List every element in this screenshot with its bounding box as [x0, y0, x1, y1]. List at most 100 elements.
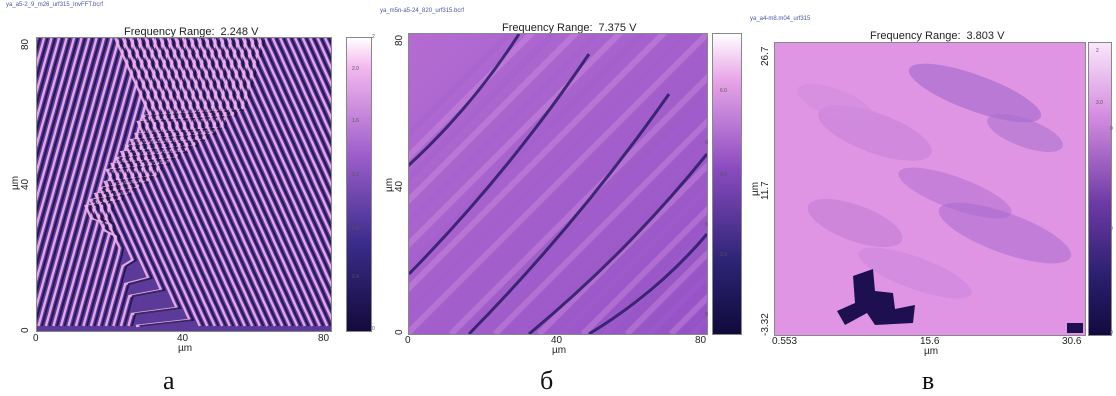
stripe	[271, 38, 331, 171]
stripe	[37, 38, 106, 282]
texture-band	[409, 34, 707, 334]
frequency-range-label: Frequency Range:	[870, 30, 961, 42]
surface-feature	[938, 202, 1072, 264]
groove	[528, 153, 707, 334]
x-tick: 80	[695, 335, 707, 346]
frequency-range-value: 7.375 V	[598, 22, 637, 34]
afm-image-a	[36, 37, 332, 332]
texture-band	[514, 139, 707, 334]
stripe	[174, 38, 306, 327]
surface-feature	[987, 114, 1063, 152]
frequency-range-value: 3.803 V	[966, 30, 1005, 42]
texture-band	[409, 34, 536, 161]
stripe	[37, 38, 91, 229]
stripe	[162, 38, 295, 327]
cbar-tick: 2.0	[352, 66, 359, 72]
stripe	[37, 38, 56, 107]
stripe	[37, 38, 64, 133]
afm-image-b	[408, 33, 708, 335]
stripe	[189, 38, 321, 327]
stripe	[282, 38, 331, 146]
texture-band	[602, 227, 707, 334]
texture-band	[409, 34, 558, 183]
texture-band	[580, 205, 707, 334]
stripe	[118, 38, 221, 327]
groove	[588, 233, 707, 334]
cbar-tick: 3.0	[1096, 100, 1103, 106]
surface-defect	[1067, 323, 1083, 333]
x-unit: µm	[178, 343, 193, 354]
stripe	[200, 38, 331, 327]
cbar-tick: 0.8	[352, 226, 359, 232]
color-scale-bar	[346, 37, 372, 332]
stripe	[245, 38, 331, 229]
cbar-tick: 2.0	[720, 252, 727, 258]
stripe	[128, 38, 236, 327]
stripe	[222, 38, 331, 279]
texture-band	[409, 34, 668, 293]
stripe	[123, 38, 229, 327]
stripe	[48, 38, 131, 327]
cbar-tick: 0	[705, 222, 708, 228]
cbar-tick: 0.4	[352, 274, 359, 280]
texture-band	[492, 117, 707, 334]
y-tick: 0	[394, 329, 405, 335]
stripe	[114, 38, 214, 327]
stripe	[234, 38, 331, 254]
stripe	[237, 38, 331, 246]
texture-band	[448, 73, 707, 334]
afm-image-c	[774, 42, 1086, 336]
stripe	[125, 38, 257, 327]
groove	[409, 53, 591, 276]
panel-caption: а	[163, 366, 175, 395]
x-tick: 40	[177, 333, 189, 344]
stripe	[155, 38, 287, 327]
stripe	[37, 38, 61, 122]
stripe	[41, 38, 124, 327]
stripe	[132, 38, 265, 327]
stripe	[136, 38, 269, 327]
cbar-tick: 2	[1096, 48, 1099, 54]
y-tick: 40	[394, 180, 405, 192]
stripe	[145, 38, 266, 327]
cbar-tick: 4.0	[720, 172, 727, 178]
stripe	[117, 38, 250, 327]
stripe	[305, 38, 331, 96]
surface-feature	[858, 247, 972, 299]
stripe	[144, 38, 276, 327]
panel-b: ya_m5n-a5-24_820_urf315.bcrf Frequency R…	[372, 0, 744, 396]
x-unit: µm	[924, 346, 939, 357]
stripe	[37, 38, 109, 294]
stripe	[44, 38, 128, 327]
frequency-range-label: Frequency Range:	[502, 22, 593, 34]
stripe	[297, 38, 331, 112]
stripe	[107, 38, 199, 327]
x-tick: 40	[551, 335, 563, 346]
x-tick: 0	[33, 333, 39, 344]
stripe	[138, 38, 251, 327]
stripe	[121, 38, 254, 327]
stripe	[37, 38, 86, 214]
stripe	[290, 38, 331, 129]
stripe	[37, 38, 101, 267]
stripe	[52, 38, 136, 327]
stripe	[301, 38, 331, 104]
cbar-tick: 0	[372, 326, 375, 332]
x-unit: µm	[552, 345, 567, 356]
stripe	[37, 38, 83, 202]
stripe	[140, 38, 272, 327]
color-scale-bar	[712, 33, 742, 335]
stripe	[226, 38, 331, 271]
stripe	[204, 38, 331, 321]
stripe	[56, 38, 139, 327]
stripe	[252, 38, 331, 212]
stripe	[241, 38, 331, 238]
texture-band	[409, 34, 690, 315]
frequency-range: Frequency Range: 3.803 V	[870, 30, 1004, 42]
cbar-tick: 0	[1110, 330, 1113, 336]
cbar-tick: 1.6	[352, 118, 359, 124]
x-tick: 80	[318, 333, 330, 344]
surface-feature	[908, 63, 1042, 123]
y-tick: 80	[394, 34, 405, 46]
y-unit: µm	[750, 181, 761, 196]
